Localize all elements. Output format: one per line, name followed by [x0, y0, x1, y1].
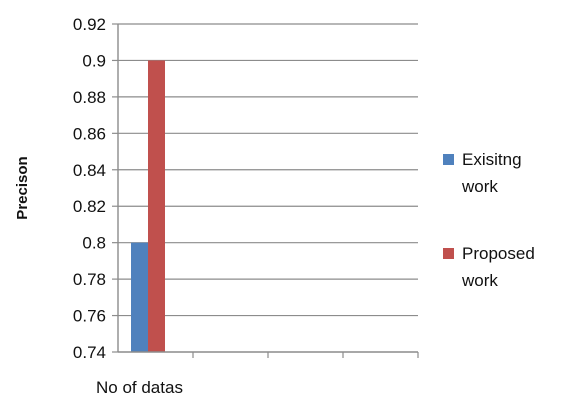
legend-label: Proposed: [462, 244, 535, 263]
y-tick-label: 0.84: [73, 161, 106, 180]
gridlines: [118, 23, 418, 317]
legend: Exisitng work Proposed work: [443, 150, 535, 290]
y-tick-label: 0.82: [73, 197, 106, 216]
y-tick-label: 0.76: [73, 307, 106, 326]
y-axis-title: Precison: [14, 156, 31, 219]
y-tick-label: 0.9: [82, 51, 106, 70]
y-tick-label: 0.92: [73, 15, 106, 34]
bars: [131, 60, 165, 352]
y-tick-label: 0.8: [82, 234, 106, 253]
bar: [148, 60, 165, 352]
y-tick-label: 0.88: [73, 88, 106, 107]
legend-label: work: [461, 177, 498, 196]
bar: [131, 242, 148, 352]
axes: [112, 23, 419, 358]
legend-swatch: [443, 154, 454, 165]
y-tick-label: 0.74: [73, 343, 106, 362]
legend-label: work: [461, 271, 498, 290]
y-tick-label: 0.78: [73, 270, 106, 289]
tick-labels: 0.74 0.76 0.78 0.8 0.82 0.84 0.86 0.88 0.9 0.92: [73, 15, 106, 362]
y-tick-label: 0.86: [73, 124, 106, 143]
x-axis-title: No of datas: [96, 378, 183, 397]
legend-swatch: [443, 248, 454, 259]
legend-label: Exisitng: [462, 150, 522, 169]
